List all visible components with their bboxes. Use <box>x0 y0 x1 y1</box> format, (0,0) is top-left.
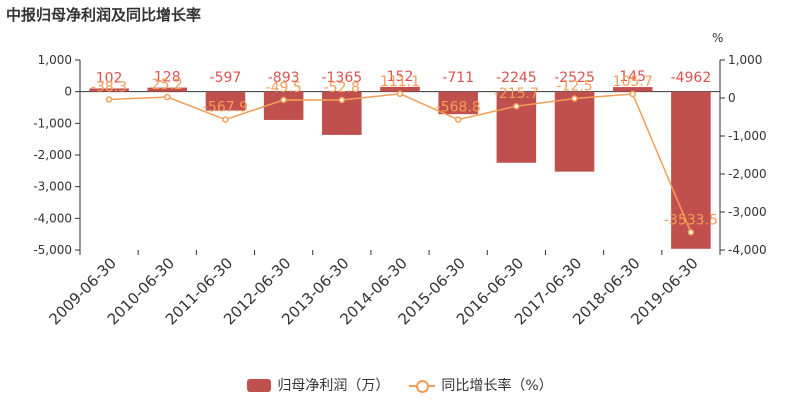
line-value-label: -215.7 <box>494 86 539 102</box>
legend-item-profit[interactable]: 归母净利润（万） <box>247 375 389 395</box>
line-point <box>513 102 520 110</box>
line-point <box>164 93 171 101</box>
legend-item-growth[interactable]: 同比增长率（%） <box>409 375 553 395</box>
right-tick-label: -2,000 <box>728 167 767 181</box>
bar <box>671 91 711 249</box>
bar-value-label: -4962 <box>671 70 712 86</box>
bar-value-label: -597 <box>210 70 242 86</box>
legend-label-growth: 同比增长率（%） <box>441 378 553 394</box>
line-point <box>454 116 462 123</box>
bar-value-label: 152 <box>387 69 414 85</box>
legend-line-swatch <box>409 379 436 393</box>
bar <box>554 91 595 172</box>
bar-value-label: -711 <box>442 70 474 86</box>
left-tick-label: -3,000 <box>33 180 72 194</box>
combo-chart: 1,000 0 -1,000 -2,000 -3,000 -4,000 -5,000 1,00… <box>33 31 767 328</box>
line-point <box>105 96 113 103</box>
line-point <box>687 229 695 236</box>
chart-title: 中报归母净利润及同比增长率 <box>6 6 202 24</box>
line-value-label: 105.7 <box>613 74 653 90</box>
line-point <box>338 96 346 104</box>
line-value-label: 25.2 <box>152 77 183 93</box>
line-value-label: -49.5 <box>266 80 302 96</box>
bar <box>496 91 537 163</box>
left-tick-label: 0 <box>64 85 72 99</box>
line-value-label: -52.8 <box>324 80 360 96</box>
bar-value-label: -2525 <box>554 70 595 86</box>
bar <box>205 91 246 111</box>
right-axis-unit: % <box>712 31 723 45</box>
bar-value-label: 128 <box>154 70 181 86</box>
bar <box>147 87 188 92</box>
line-point <box>629 90 636 98</box>
bar-value-label: -893 <box>268 70 300 86</box>
left-tick-label: 1,000 <box>38 53 72 67</box>
left-tick-label: -4,000 <box>33 211 72 225</box>
bar <box>263 91 304 120</box>
right-tick-label: 1,000 <box>728 53 762 67</box>
line-point <box>571 95 578 102</box>
line-value-label: -3533.5 <box>664 212 718 228</box>
line-value-label: -567.9 <box>203 100 248 116</box>
legend-bar-swatch <box>247 378 272 392</box>
left-tick-label: -5,000 <box>33 243 72 257</box>
right-tick-label: -1,000 <box>728 129 767 143</box>
legend-label-profit: 归母净利润（万） <box>277 378 390 394</box>
line-point <box>280 96 287 104</box>
line-point <box>396 90 404 98</box>
right-tick-label: -3,000 <box>728 205 767 219</box>
growth-line <box>109 93 692 233</box>
line-value-label: -12.5 <box>556 78 592 94</box>
line-point <box>222 116 229 123</box>
bar <box>612 87 653 92</box>
bar-value-label: 145 <box>619 69 646 85</box>
bar <box>380 86 420 92</box>
bar-value-label: -2245 <box>496 70 537 86</box>
line-value-label: 111.1 <box>380 74 420 90</box>
bar-value-label: 102 <box>96 70 123 86</box>
right-tick-label: -4,000 <box>728 243 767 257</box>
line-value-label: -38.3 <box>91 79 127 95</box>
legend: 归母净利润（万） 同比增长率（%） <box>0 375 800 395</box>
left-tick-label: -2,000 <box>33 148 72 162</box>
line-value-label: -568.8 <box>436 100 481 116</box>
right-tick-label: 0 <box>728 91 736 105</box>
bar-value-label: -1365 <box>321 70 362 86</box>
bar <box>438 91 478 115</box>
bar <box>89 88 129 92</box>
left-tick-label: -1,000 <box>33 116 72 130</box>
